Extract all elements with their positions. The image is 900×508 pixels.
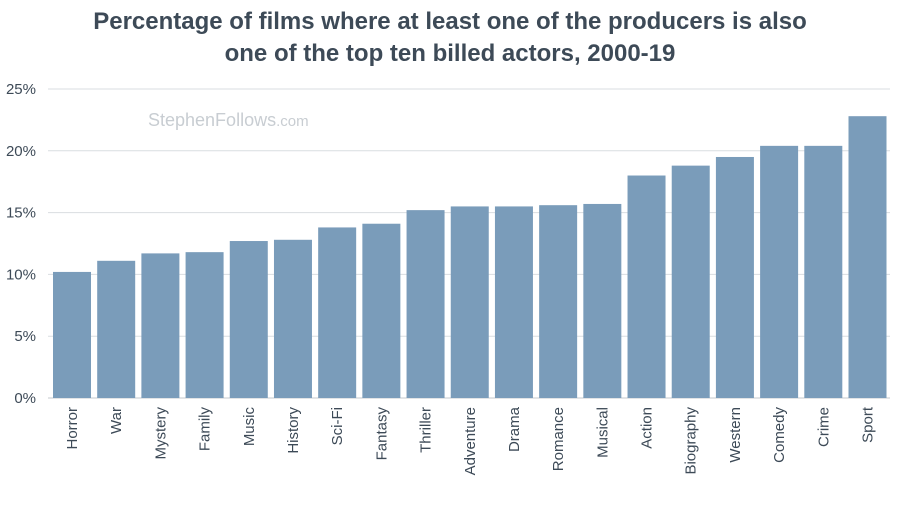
x-tick-label: Mystery: [152, 407, 169, 460]
x-tick-label: Sport: [860, 406, 877, 443]
x-tick-label: War: [108, 407, 125, 434]
bar-history: [273, 239, 312, 398]
x-tick-label: Musical: [594, 407, 611, 458]
bar-family: [185, 252, 224, 398]
bar-comedy: [760, 145, 799, 398]
bar-music: [229, 241, 268, 398]
x-tick-label: Adventure: [462, 407, 479, 475]
bar-sci-fi: [318, 227, 357, 398]
y-tick-label: 10%: [6, 266, 36, 283]
bar-fantasy: [362, 223, 401, 398]
watermark-suffix: .com: [276, 113, 309, 130]
y-tick-label: 25%: [6, 81, 36, 98]
watermark-main: StephenFollows: [148, 110, 276, 130]
bar-thriller: [406, 210, 445, 398]
x-tick-label: Fantasy: [373, 407, 390, 461]
x-tick-label: Western: [727, 407, 744, 463]
x-tick-label: Crime: [815, 407, 832, 447]
bar-drama: [494, 206, 533, 398]
bar-romance: [539, 205, 578, 398]
bars: [53, 116, 887, 398]
bar-adventure: [450, 206, 489, 398]
bar-musical: [583, 203, 622, 398]
y-axis-ticks: 0% 5% 10% 15% 20% 25%: [6, 81, 36, 407]
bar-horror: [53, 271, 91, 398]
watermark: StephenFollows.com: [148, 110, 309, 130]
x-tick-label: History: [285, 407, 302, 454]
bar-mystery: [141, 253, 180, 398]
bar-war: [97, 260, 136, 398]
x-tick-label: Music: [241, 407, 258, 447]
x-tick-label: Biography: [683, 407, 700, 475]
x-tick-label: Thriller: [418, 407, 435, 453]
y-tick-label: 15%: [6, 205, 36, 222]
x-tick-label: Drama: [506, 406, 523, 452]
x-tick-label: Romance: [550, 407, 567, 471]
bar-western: [715, 156, 754, 398]
bar-biography: [671, 165, 710, 398]
y-tick-label: 0%: [14, 390, 36, 407]
y-tick-label: 5%: [14, 328, 36, 345]
bar-crime: [804, 145, 843, 398]
bar-action: [627, 175, 666, 398]
y-tick-label: 20%: [6, 143, 36, 160]
chart-title-line-2: one of the top ten billed actors, 2000-1…: [224, 40, 676, 67]
x-tick-label: Comedy: [771, 407, 788, 463]
chart-title-line-1: Percentage of films where at least one o…: [93, 8, 807, 35]
x-tick-label: Horror: [64, 407, 81, 450]
x-axis-labels: Horror War Mystery Family Music History Sci-Fi…: [64, 406, 877, 475]
x-tick-label: Family: [197, 407, 214, 452]
chart-title: Percentage of films where at least one o…: [0, 6, 900, 70]
x-tick-label: Action: [639, 407, 656, 449]
x-tick-label: Sci-Fi: [329, 407, 346, 445]
bar-sport: [848, 116, 887, 398]
